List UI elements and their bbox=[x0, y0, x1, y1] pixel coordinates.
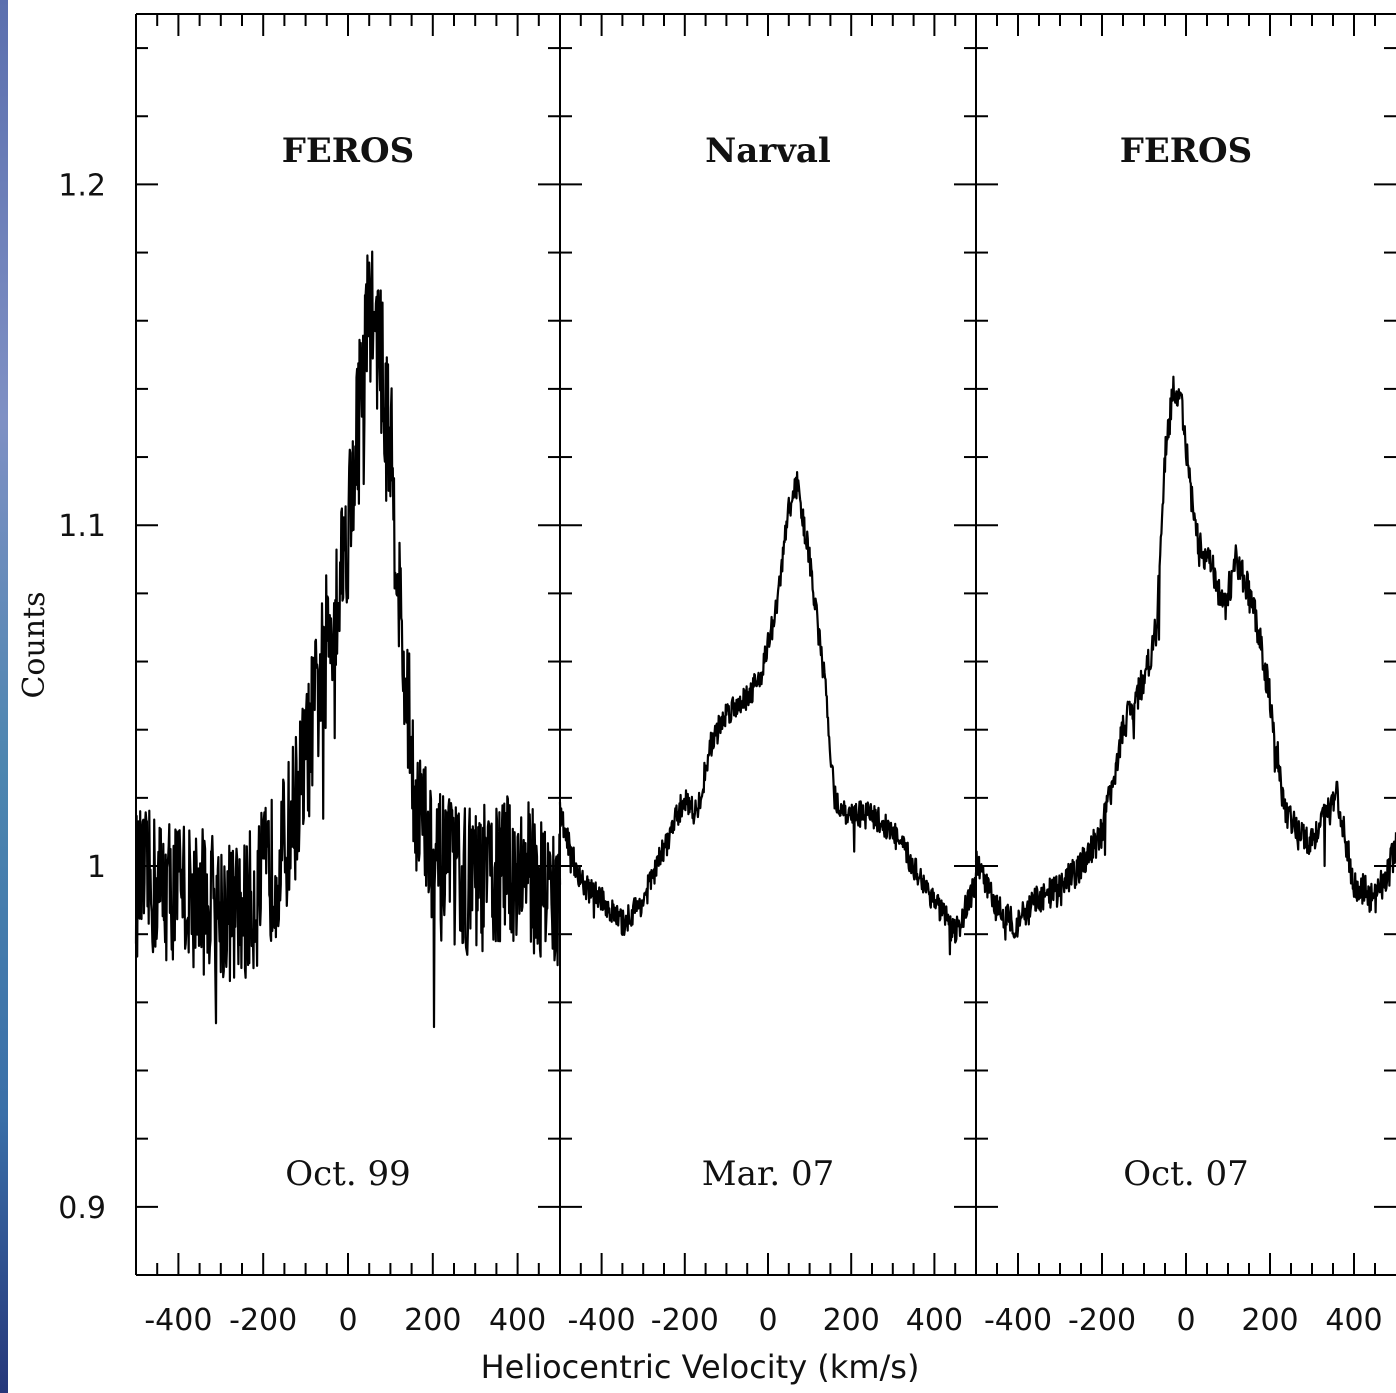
panel-date-label: Oct. 07 bbox=[1123, 1154, 1248, 1194]
panel-date-label: Mar. 07 bbox=[702, 1154, 834, 1194]
x-tick-label: 0 bbox=[338, 1303, 357, 1338]
panel-instrument-label: Narval bbox=[705, 131, 831, 171]
x-tick-label: 400 bbox=[489, 1303, 546, 1338]
spectrum-series-2 bbox=[558, 471, 978, 956]
x-tick-label: -400 bbox=[144, 1303, 212, 1338]
x-tick-label: -200 bbox=[651, 1303, 719, 1338]
x-tick-label: -400 bbox=[984, 1303, 1052, 1338]
spectrum-series-3 bbox=[974, 375, 1396, 941]
panel-instrument-label: FEROS bbox=[282, 131, 414, 171]
spectrum-series-1 bbox=[134, 250, 562, 1029]
x-tick-label: 200 bbox=[823, 1303, 880, 1338]
x-tick-label: -400 bbox=[568, 1303, 636, 1338]
y-tick-label: 1 bbox=[87, 850, 106, 885]
x-tick-label: 400 bbox=[1325, 1303, 1382, 1338]
x-axis-label: Heliocentric Velocity (km/s) bbox=[481, 1348, 920, 1386]
chart-labels: 0.9 1 1.1 1.2 Counts Heliocentric Velocity (k… bbox=[17, 131, 1383, 1386]
image-edge-strip bbox=[0, 0, 8, 1393]
x-tick-label: 400 bbox=[906, 1303, 963, 1338]
panel-date-label: Oct. 99 bbox=[285, 1154, 410, 1194]
x-tick-label: -200 bbox=[229, 1303, 297, 1338]
y-tick-label: 1.1 bbox=[58, 509, 106, 544]
x-tick-label: 0 bbox=[758, 1303, 777, 1338]
x-tick-label: -200 bbox=[1068, 1303, 1136, 1338]
y-tick-label: 0.9 bbox=[58, 1191, 106, 1226]
x-tick-label: 200 bbox=[1241, 1303, 1298, 1338]
spectrum-lines bbox=[134, 250, 1396, 1029]
y-tick-label: 1.2 bbox=[58, 168, 106, 203]
y-axis-label: Counts bbox=[17, 591, 52, 698]
x-tick-label: 0 bbox=[1176, 1303, 1195, 1338]
panel-instrument-label: FEROS bbox=[1120, 131, 1252, 171]
x-tick-label: 200 bbox=[404, 1303, 461, 1338]
